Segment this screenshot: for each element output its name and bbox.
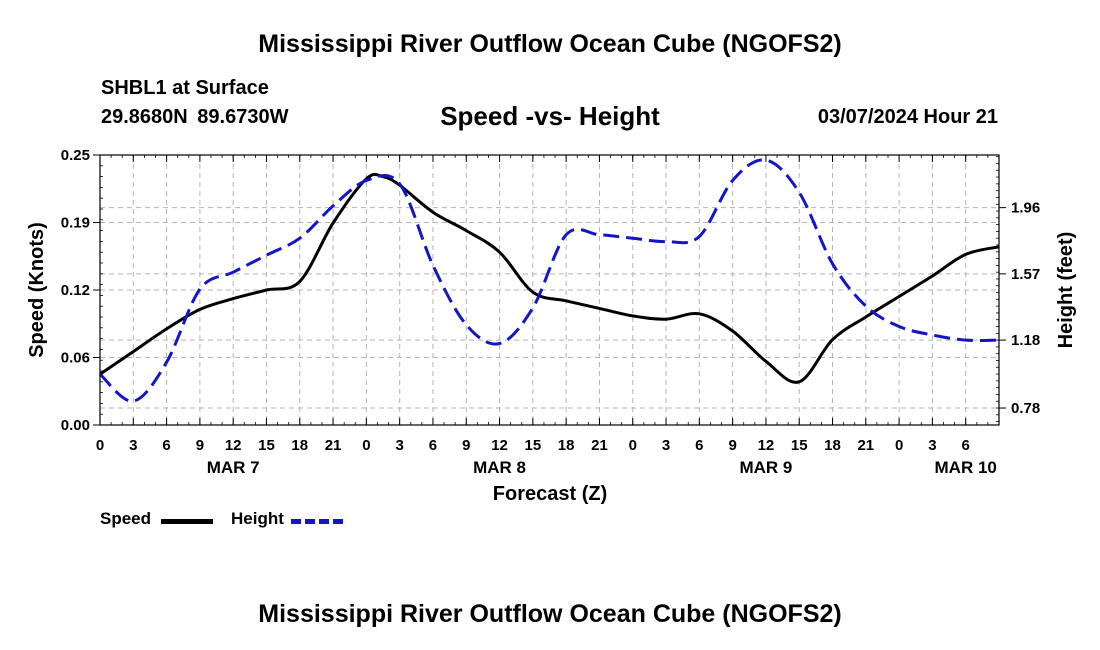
x-tick-label: 15 — [525, 437, 542, 454]
date-label: MAR 10 — [935, 458, 997, 477]
y-tick-label-left: 0.00 — [61, 417, 90, 434]
x-tick-label: 21 — [325, 437, 342, 454]
x-tick-label: 18 — [558, 437, 575, 454]
chart-main-title: Mississippi River Outflow Ocean Cube (NG… — [258, 30, 842, 58]
y-axis-label-left: Speed (Knots) — [26, 222, 48, 358]
x-tick-label: 9 — [462, 437, 470, 454]
x-tick-label: 0 — [96, 437, 104, 454]
station-label: SHBL1 at Surface — [101, 77, 269, 99]
y-tick-label-right: 0.78 — [1011, 400, 1040, 417]
date-label: MAR 7 — [207, 458, 260, 477]
x-tick-label: 12 — [225, 437, 242, 454]
date-label: MAR 9 — [739, 458, 792, 477]
x-tick-label: 9 — [728, 437, 736, 454]
x-tick-label: 15 — [258, 437, 275, 454]
x-tick-label: 18 — [824, 437, 841, 454]
x-tick-label: 6 — [695, 437, 703, 454]
x-tick-label: 0 — [895, 437, 903, 454]
station-coordinates: 29.8680N 89.6730W — [101, 106, 289, 128]
grid-layer — [100, 155, 999, 425]
y-tick-label-right: 1.18 — [1011, 332, 1040, 349]
series-line-height — [98, 158, 1000, 403]
x-tick-label: 12 — [758, 437, 775, 454]
y-axis-label-right: Height (feet) — [1055, 232, 1077, 349]
legend-height-label: Height — [231, 509, 284, 528]
chart-subtitle: Speed -vs- Height — [440, 101, 660, 131]
axis-layer: 0 3 6 9 12 15 18 21 0 3 6 9 12 15 18 21 0 3 6 9 12 15 18 21 0 3 6 M… — [61, 147, 1040, 477]
legend-height-swatch — [291, 519, 343, 524]
date-label: MAR 8 — [473, 458, 526, 477]
x-tick-label: 21 — [857, 437, 874, 454]
x-tick-label: 6 — [962, 437, 970, 454]
x-tick-label: 6 — [429, 437, 437, 454]
x-tick-label: 0 — [629, 437, 637, 454]
x-tick-label: 3 — [662, 437, 670, 454]
x-tick-label: 0 — [362, 437, 370, 454]
x-tick-label: 21 — [591, 437, 608, 454]
plot-frame — [99, 154, 1000, 426]
y-tick-label-left: 0.19 — [61, 215, 90, 232]
y-tick-label-right: 1.57 — [1011, 266, 1040, 283]
series-line-speed — [99, 172, 1000, 384]
y-tick-label-left: 0.06 — [61, 350, 90, 367]
x-tick-label: 18 — [291, 437, 308, 454]
x-tick-label: 3 — [129, 437, 137, 454]
x-tick-label: 3 — [395, 437, 403, 454]
y-tick-label-left: 0.12 — [61, 282, 90, 299]
legend-speed-swatch — [161, 519, 213, 524]
repeat-chart-title: Mississippi River Outflow Ocean Cube (NG… — [258, 600, 842, 628]
legend-speed-label: Speed — [100, 509, 152, 528]
series-layer — [98, 158, 1000, 403]
x-axis-label: Forecast (Z) — [493, 483, 607, 505]
y-tick-label-left: 0.25 — [61, 147, 90, 164]
x-tick-label: 9 — [196, 437, 204, 454]
forecast-datetime: 03/07/2024 Hour 21 — [817, 106, 998, 128]
x-tick-label: 15 — [791, 437, 808, 454]
x-tick-label: 3 — [928, 437, 936, 454]
x-tick-label: 12 — [491, 437, 508, 454]
y-tick-label-right: 1.96 — [1011, 200, 1040, 217]
x-tick-label: 6 — [162, 437, 170, 454]
